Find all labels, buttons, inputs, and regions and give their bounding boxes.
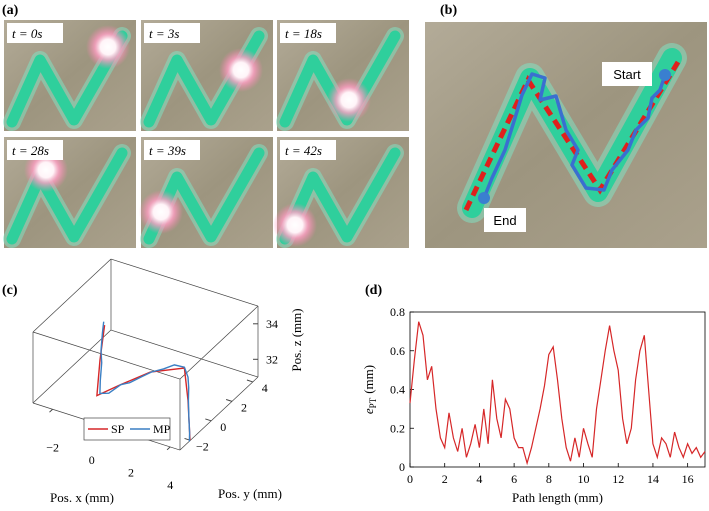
x-tick-label: 6: [511, 472, 517, 486]
y-tick-label: 4: [262, 381, 268, 395]
frame-time-label: t = 39s: [149, 143, 186, 158]
y-tick-label: 0.4: [390, 383, 405, 397]
y-tick-label: 0.8: [390, 305, 405, 319]
y-tick-label: 0: [399, 460, 405, 474]
y-axis-label: Pos. y (mm): [218, 486, 282, 501]
photo-frame: t = 28s: [4, 137, 136, 248]
y-tick-label: −2: [196, 439, 209, 453]
legend-label: SP: [111, 422, 125, 436]
x-axis-label: Path length (mm): [512, 490, 603, 505]
series-line: [96, 325, 191, 441]
x-axis-label: Pos. x (mm): [50, 490, 114, 505]
x-tick-label: 0: [89, 453, 95, 467]
photo-frame: t = 3s: [141, 20, 273, 131]
axis-box-edge: [32, 331, 181, 380]
legend-label: MP: [153, 422, 171, 436]
y-tick-label: 0.6: [390, 344, 405, 358]
y-tick: [205, 418, 212, 422]
z-axis-label: Pos. z (mm): [289, 308, 304, 371]
y-tick: [225, 399, 233, 402]
frame-time-label: t = 42s: [285, 143, 322, 158]
axis-box-edge: [179, 376, 259, 451]
start-label: Start: [613, 67, 641, 82]
x-tick-label: 0: [407, 472, 413, 486]
frame-time-label: t = 18s: [285, 26, 322, 41]
frame-time-label: t = 0s: [12, 26, 42, 41]
legend: SP MP: [83, 417, 171, 441]
x-tick-label: 4: [476, 472, 482, 486]
axis-box-edge: [32, 329, 112, 404]
panel-label: (d): [365, 283, 382, 298]
panel-label: (c): [2, 283, 18, 298]
end-label: End: [493, 213, 516, 228]
panel-label: (a): [2, 3, 19, 18]
series-line: [99, 321, 191, 442]
photo: Start End: [425, 22, 707, 248]
series-line: [409, 321, 706, 466]
y-label-subscript: PT: [368, 397, 378, 408]
frame-time-label: t = 3s: [149, 26, 179, 41]
y-tick: [246, 379, 253, 383]
axis-box-edge: [179, 305, 259, 380]
photo-frame: t = 18s: [277, 20, 409, 131]
y-tick-label: 0.2: [390, 421, 405, 435]
x-tick-label: 10: [578, 472, 590, 486]
panel-label: (b): [440, 3, 457, 18]
photo-frame: t = 42s: [273, 137, 409, 248]
x-tick-label: 16: [682, 472, 694, 486]
photo-grid: t = 0s t = 3s t = 18s t = 28s t = 39s t = 42s: [4, 20, 409, 248]
photo-frame: t = 0s: [4, 20, 136, 131]
axis-box-edge: [110, 329, 259, 378]
x-tick-label: 4: [167, 478, 173, 492]
y-label-unit: (mm): [361, 365, 376, 394]
x-tick-label: 2: [442, 472, 448, 486]
x-tick-label: 12: [612, 472, 624, 486]
x-tick: [49, 408, 53, 413]
y-tick-label: 0: [220, 420, 226, 434]
y-label-symbol: e: [361, 408, 376, 414]
line-plot: 0 2 4 6 8 10 12 14 16 0 0.2 0.4 0.6 0.8 Path length (m…: [361, 305, 706, 505]
plot-3d: −2 0 2 4 −2 0 2 4 32 34 Pos. x (mm) Pos. y (mm) Pos.…: [32, 258, 304, 505]
photo-frame: t = 39s: [139, 137, 273, 248]
frame-time-label: t = 28s: [12, 143, 49, 158]
y-axis-label: ePT (mm): [361, 365, 378, 414]
z-tick-label: 34: [266, 317, 278, 331]
x-tick-label: 14: [647, 472, 659, 486]
y-tick-label: 2: [241, 400, 247, 414]
axis-box-edge: [32, 258, 112, 333]
z-tick-label: 32: [266, 352, 278, 366]
x-tick-label: 8: [546, 472, 552, 486]
x-tick-label: 2: [128, 465, 134, 479]
x-tick-label: −2: [46, 440, 59, 454]
axis-box-edge: [110, 258, 259, 307]
x-tick: [166, 446, 171, 451]
